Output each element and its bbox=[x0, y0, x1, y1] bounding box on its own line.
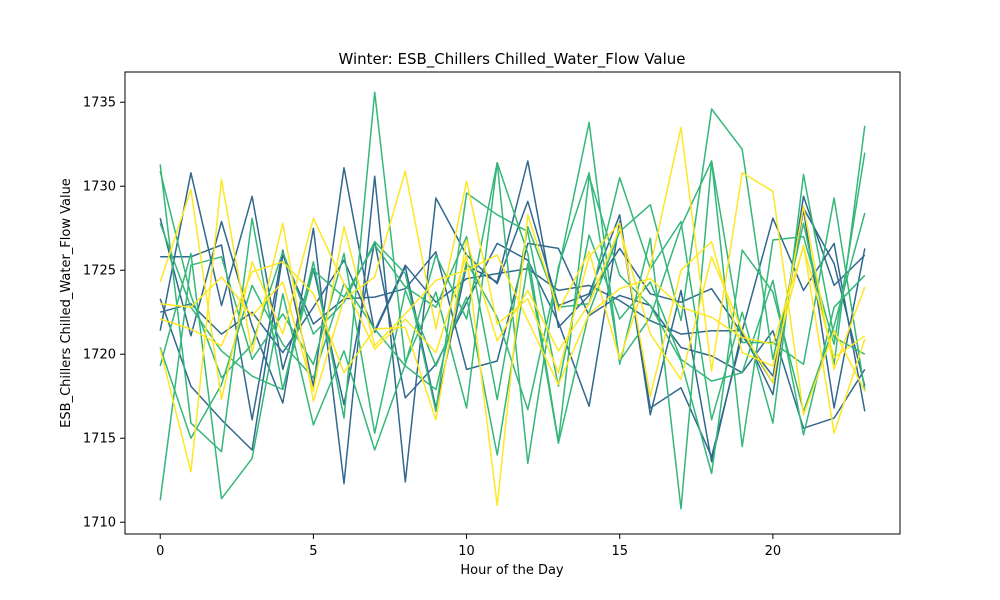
x-ticks: 0 5 10 15 20 bbox=[156, 534, 781, 559]
series-line-9 bbox=[159, 173, 866, 424]
x-tick-label: 10 bbox=[458, 544, 475, 559]
plot-frame bbox=[124, 71, 901, 535]
series-line-11 bbox=[159, 126, 866, 507]
x-tick-label: 0 bbox=[156, 544, 164, 559]
series-line-10 bbox=[159, 170, 866, 436]
chart-title: Winter: ESB_Chillers Chilled_Water_Flow … bbox=[338, 50, 685, 69]
series-line-14 bbox=[160, 225, 866, 392]
y-ticks: 1710 1715 1720 1725 1730 1735 bbox=[83, 96, 125, 531]
y-tick-label: 1735 bbox=[83, 96, 116, 111]
series-line-4 bbox=[160, 217, 866, 412]
y-tick-label: 1725 bbox=[83, 264, 116, 279]
y-tick-label: 1720 bbox=[83, 348, 116, 363]
x-tick-label: 20 bbox=[765, 544, 782, 559]
y-tick-label: 1715 bbox=[83, 432, 116, 447]
x-axis-label: Hour of the Day bbox=[460, 563, 564, 578]
series-line-13 bbox=[159, 205, 866, 421]
x-tick-label: 5 bbox=[309, 544, 317, 559]
y-tick-label: 1710 bbox=[83, 516, 116, 531]
series-group bbox=[159, 91, 866, 510]
y-axis-label: ESB_Chillers Chilled_Water_Flow Value bbox=[59, 178, 74, 428]
y-tick-label: 1730 bbox=[83, 180, 116, 195]
series-line-12 bbox=[159, 170, 866, 473]
x-tick-label: 15 bbox=[611, 544, 628, 559]
